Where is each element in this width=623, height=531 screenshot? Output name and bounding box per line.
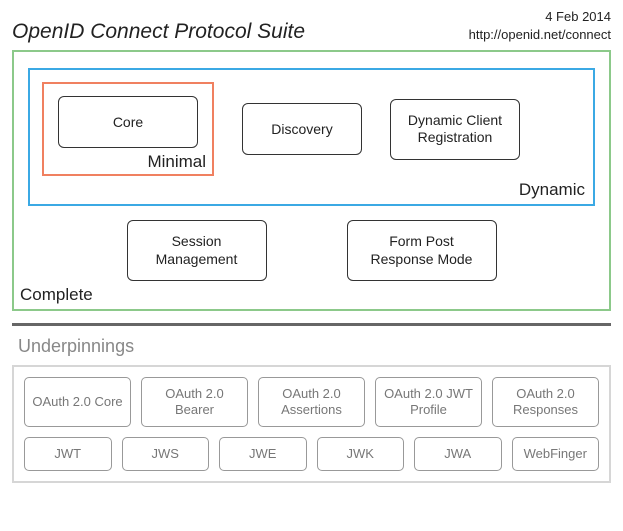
header-url: http://openid.net/connect — [469, 26, 611, 44]
divider — [12, 323, 611, 326]
complete-label: Complete — [20, 285, 93, 305]
complete-lower-row: Session Management Form Post Response Mo… — [28, 220, 595, 281]
jwe-cell: JWE — [219, 437, 307, 471]
underpinnings-row-2: JWT JWS JWE JWK JWA WebFinger — [24, 437, 599, 471]
page-title: OpenID Connect Protocol Suite — [12, 20, 305, 44]
oauth-assertions-cell: OAuth 2.0 Assertions — [258, 377, 365, 426]
minimal-label: Minimal — [147, 152, 206, 172]
header-meta: 4 Feb 2014 http://openid.net/connect — [469, 8, 611, 44]
jwa-cell: JWA — [414, 437, 502, 471]
oauth-bearer-cell: OAuth 2.0 Bearer — [141, 377, 248, 426]
oauth-core-cell: OAuth 2.0 Core — [24, 377, 131, 426]
form-post-cell: Form Post Response Mode — [347, 220, 497, 281]
dynamic-client-reg-cell: Dynamic Client Registration — [390, 99, 520, 160]
jws-cell: JWS — [122, 437, 210, 471]
underpinnings-row-1: OAuth 2.0 Core OAuth 2.0 Bearer OAuth 2.… — [24, 377, 599, 426]
dynamic-label: Dynamic — [519, 180, 585, 200]
dynamic-box: Core Minimal Discovery Dynamic Client Re… — [28, 68, 595, 206]
oauth-jwt-profile-cell: OAuth 2.0 JWT Profile — [375, 377, 482, 426]
webfinger-cell: WebFinger — [512, 437, 600, 471]
discovery-cell: Discovery — [242, 103, 362, 155]
header: OpenID Connect Protocol Suite 4 Feb 2014… — [12, 8, 611, 44]
underpinnings-box: OAuth 2.0 Core OAuth 2.0 Bearer OAuth 2.… — [12, 365, 611, 482]
core-cell: Core — [58, 96, 198, 148]
oauth-responses-cell: OAuth 2.0 Responses — [492, 377, 599, 426]
minimal-box: Core Minimal — [42, 82, 214, 176]
dynamic-row: Core Minimal Discovery Dynamic Client Re… — [42, 82, 581, 176]
jwk-cell: JWK — [317, 437, 405, 471]
session-mgmt-cell: Session Management — [127, 220, 267, 281]
jwt-cell: JWT — [24, 437, 112, 471]
underpinnings-title: Underpinnings — [18, 336, 611, 357]
complete-box: Core Minimal Discovery Dynamic Client Re… — [12, 50, 611, 311]
header-date: 4 Feb 2014 — [469, 8, 611, 26]
